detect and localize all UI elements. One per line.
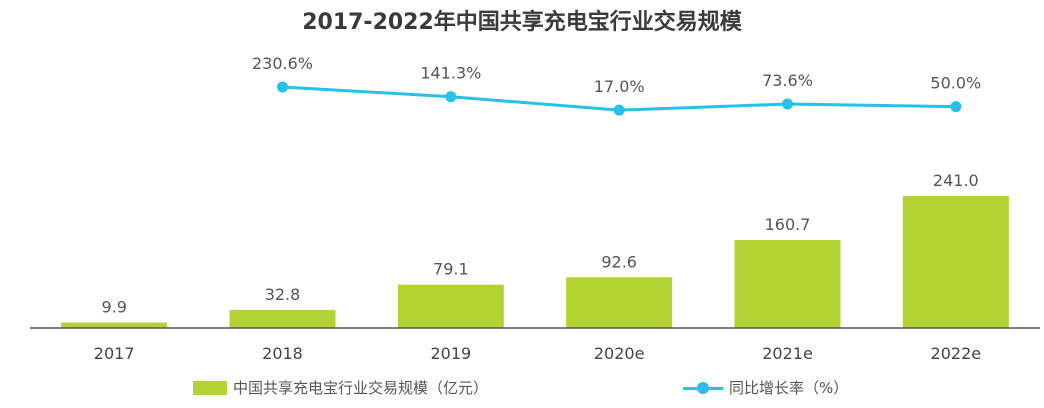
- bar-2020e: [566, 277, 673, 328]
- bar-label-2018: 32.8: [265, 285, 301, 304]
- x-tick-2017: 2017: [94, 344, 135, 363]
- x-tick-2021e: 2021e: [762, 344, 813, 363]
- growth-point-2019: [445, 91, 457, 103]
- bar-2018: [229, 310, 336, 328]
- growth-point-2020e: [613, 104, 625, 116]
- bar-2021e: [734, 239, 841, 328]
- growth-point-2018: [277, 81, 288, 93]
- x-tick-labels: 2017 2018 2019 2020e 2021e 2022e: [94, 344, 981, 363]
- growth-label-2021e: 73.6%: [762, 71, 813, 90]
- growth-point-2021e: [782, 98, 793, 110]
- growth-label-2018: 230.6%: [252, 54, 313, 73]
- legend-line-label: 同比增长率（%）: [729, 379, 849, 397]
- x-tick-2018: 2018: [262, 344, 303, 363]
- bar-labels-group: 9.9 32.8 79.1 92.6 160.7 241.0: [101, 171, 978, 317]
- bar-2019: [397, 284, 504, 328]
- bar-label-2022e: 241.0: [933, 171, 979, 190]
- growth-label-2020e: 17.0%: [594, 77, 645, 96]
- chart-title: 2017-2022年中国共享充电宝行业交易规模: [302, 10, 742, 35]
- bars-group: [61, 196, 1009, 328]
- bar-label-2020e: 92.6: [601, 252, 637, 271]
- x-tick-2019: 2019: [430, 344, 471, 363]
- growth-label-2019: 141.3%: [420, 64, 481, 83]
- x-tick-2020e: 2020e: [594, 344, 645, 363]
- bar-label-2019: 79.1: [433, 260, 469, 279]
- x-tick-2022e: 2022e: [931, 344, 982, 363]
- growth-label-2022e: 50.0%: [930, 74, 981, 93]
- legend-bar-entry: 中国共享充电宝行业交易规模（亿元）: [193, 377, 488, 398]
- bar-label-2017: 9.9: [101, 298, 126, 317]
- growth-rate-labels: 230.6% 141.3% 17.0% 73.6% 50.0%: [252, 54, 981, 96]
- growth-point-2022e: [950, 101, 962, 113]
- bar-2017: [61, 322, 168, 328]
- legend-line-entry: 同比增长率（%）: [683, 377, 848, 398]
- bar-2022e: [902, 196, 1009, 328]
- bar-label-2021e: 160.7: [765, 215, 811, 234]
- legend-line-swatch: [683, 381, 723, 395]
- legend-bar-label: 中国共享充电宝行业交易规模（亿元）: [233, 379, 489, 397]
- legend-bar-swatch: [193, 380, 227, 395]
- growth-rate-points: [277, 81, 962, 116]
